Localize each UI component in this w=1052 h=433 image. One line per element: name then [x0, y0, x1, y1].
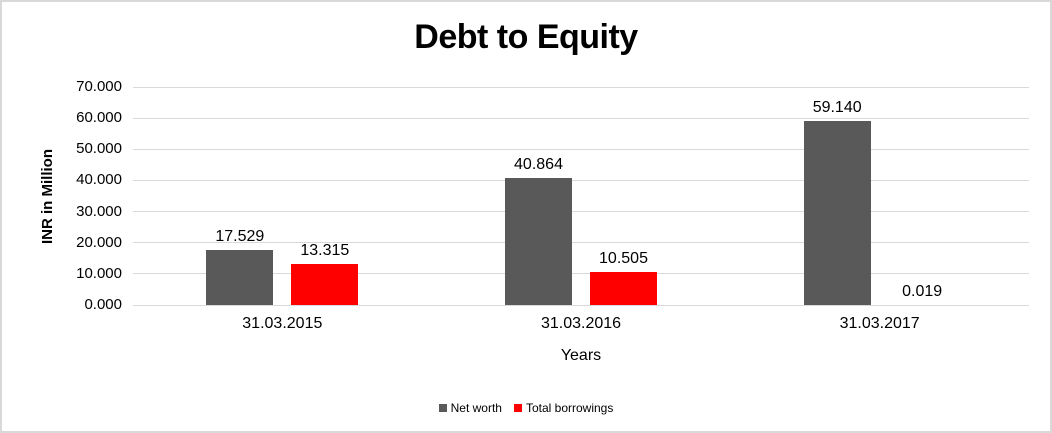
- y-tick-label: 40.000: [76, 171, 122, 189]
- gridline: [133, 242, 1029, 244]
- y-tick-label: 70.000: [76, 78, 122, 95]
- gridline: [133, 179, 1029, 181]
- bar-net-worth: [206, 250, 274, 305]
- y-tick-label: 50.000: [76, 140, 122, 158]
- data-label: 59.140: [812, 98, 862, 116]
- chart-title: Debt to Equity: [414, 18, 638, 56]
- data-label: 13.315: [300, 241, 350, 259]
- plot-area: 17.529 40.864 59.140 13.315 10.505 0.019: [133, 86, 1029, 306]
- gridline: [133, 148, 1029, 150]
- x-tick-label: 31.03.2017: [839, 315, 920, 332]
- y-axis-tick-labels: 0.000 10.000 20.000 30.000 40.000 50.000 60.00…: [2, 78, 122, 313]
- gridline: [133, 117, 1029, 119]
- y-tick-label: 20.000: [76, 233, 122, 251]
- gridline: [133, 86, 1029, 88]
- legend-item: Total borrowings: [513, 401, 614, 415]
- bar-net-worth: [505, 177, 572, 305]
- legend-marker-icon: [513, 404, 522, 412]
- y-tick-label: 0.000: [84, 296, 122, 313]
- x-axis-title: Years: [560, 347, 602, 364]
- legend-marker-icon: [438, 404, 447, 412]
- data-label: 0.019: [902, 282, 943, 300]
- legend-item: Net worth: [438, 401, 502, 415]
- x-tick-label: 31.03.2015: [242, 315, 323, 332]
- legend-label: Total borrowings: [525, 401, 614, 415]
- data-label: 40.864: [514, 155, 563, 173]
- x-axis-tick-labels: 31.03.2015 31.03.2016 31.03.2017: [133, 314, 1029, 334]
- legend: Net worth Total borrowings: [2, 399, 1050, 417]
- gridline: [133, 273, 1029, 275]
- bar-total-borrowings: [291, 263, 359, 305]
- legend-label: Net worth: [450, 401, 502, 415]
- y-tick-label: 60.000: [76, 109, 122, 127]
- y-tick-label: 30.000: [76, 202, 122, 220]
- data-label: 10.505: [599, 250, 648, 268]
- x-tick-label: 31.03.2016: [540, 315, 622, 332]
- bar-total-borrowings: [590, 272, 657, 305]
- y-tick-label: 10.000: [76, 264, 122, 282]
- gridline: [133, 211, 1029, 213]
- data-label: 17.529: [215, 228, 265, 246]
- bar-net-worth: [803, 120, 871, 305]
- x-axis-line: [133, 304, 1029, 306]
